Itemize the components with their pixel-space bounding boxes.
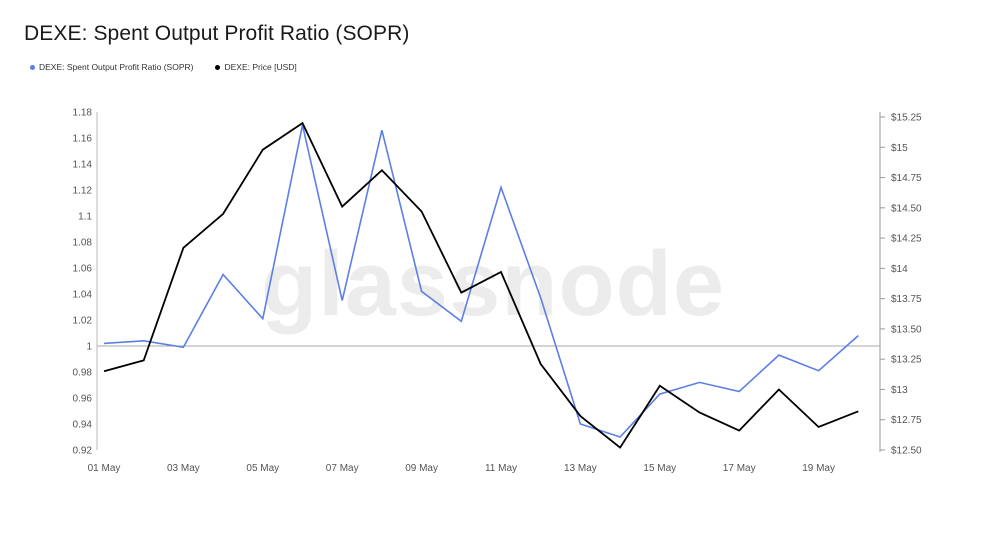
y-left-tick-label: 1.14 — [73, 160, 93, 171]
y-left-tick-label: 0.92 — [73, 446, 93, 457]
y-right-tick-label: $14 — [891, 264, 908, 275]
y-left-tick-label: 1.16 — [73, 134, 93, 145]
y-right-tick-label: $14.25 — [891, 234, 922, 245]
x-tick-label: 03 May — [167, 463, 200, 474]
x-tick-label: 15 May — [643, 463, 676, 474]
legend-label-sopr: DEXE: Spent Output Profit Ratio (SOPR) — [39, 62, 194, 72]
legend-dot-sopr — [30, 64, 35, 70]
y-left-tick-label: 1.02 — [73, 316, 93, 327]
legend-label-price: DEXE: Price [USD] — [224, 62, 297, 72]
y-left-tick-label: 0.96 — [73, 394, 93, 405]
x-tick-label: 07 May — [326, 463, 359, 474]
x-tick-label: 09 May — [405, 463, 438, 474]
legend-item-price[interactable]: DEXE: Price [USD] — [215, 62, 297, 72]
y-right-tick-label: $13.25 — [891, 355, 922, 366]
y-right-tick-label: $13.50 — [891, 324, 922, 335]
x-tick-label: 11 May — [485, 463, 517, 474]
y-left-tick-label: 1.1 — [78, 212, 92, 223]
y-left-tick-label: 1.06 — [73, 264, 93, 275]
x-tick-label: 17 May — [723, 463, 756, 474]
x-tick-label: 13 May — [564, 463, 597, 474]
x-tick-label: 05 May — [246, 463, 279, 474]
series-line-price — [103, 121, 859, 449]
y-left-tick-label: 1 — [86, 342, 92, 353]
y-left-tick-label: 1.18 — [73, 108, 93, 119]
legend-dot-price — [215, 64, 221, 70]
y-right-tick-label: $14.75 — [891, 173, 922, 184]
y-left-tick-label: 0.98 — [73, 368, 93, 379]
y-right-tick-label: $14.50 — [891, 203, 922, 214]
chart-title: DEXE: Spent Output Profit Ratio (SOPR) — [24, 22, 410, 45]
y-right-tick-label: $15 — [891, 143, 908, 154]
x-tick-label: 01 May — [88, 463, 121, 474]
y-right-tick-label: $12.75 — [891, 415, 922, 426]
legend: DEXE: Spent Output Profit Ratio (SOPR) D… — [30, 62, 297, 72]
y-left-tick-label: 1.12 — [73, 186, 93, 197]
y-right-tick-label: $13.75 — [891, 294, 922, 305]
y-right-tick-label: $15.25 — [891, 113, 922, 124]
series-line-sopr — [103, 124, 859, 438]
y-left-tick-label: 1.04 — [73, 290, 93, 301]
y-left-tick-label: 1.08 — [73, 238, 93, 249]
y-left-tick-label: 0.94 — [73, 420, 93, 431]
x-tick-label: 19 May — [802, 463, 835, 474]
y-right-tick-label: $12.50 — [891, 446, 922, 457]
legend-item-sopr[interactable]: DEXE: Spent Output Profit Ratio (SOPR) — [30, 62, 193, 72]
y-right-tick-label: $13 — [891, 385, 908, 396]
